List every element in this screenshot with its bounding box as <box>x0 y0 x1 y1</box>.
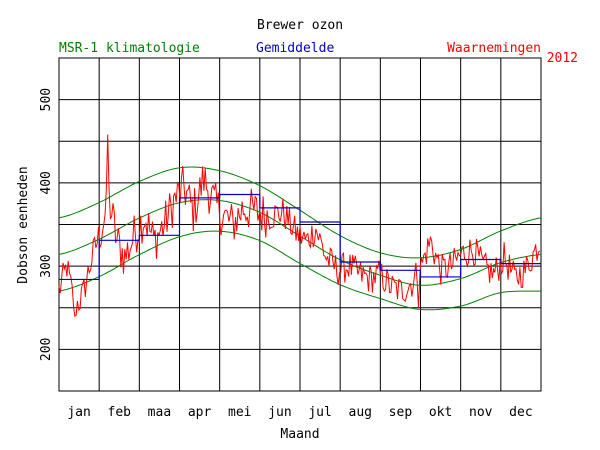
x-tick-label-dec: dec <box>509 405 532 420</box>
x-tick-label-maa: maa <box>148 405 171 420</box>
y-axis-label: Dobson eenheden <box>16 166 31 283</box>
monthly-mean-steps <box>59 193 541 281</box>
x-tick-label-jan: jan <box>67 405 90 420</box>
x-tick-label-apr: apr <box>188 405 212 420</box>
x-tick-label-mei: mei <box>228 405 251 420</box>
x-tick-label-nov: nov <box>469 405 493 420</box>
x-axis-label: Maand <box>280 427 319 442</box>
x-tick-label-jun: jun <box>268 405 291 420</box>
observation-series <box>58 134 541 317</box>
x-tick-labels: jan feb maa apr mei jun jul aug sep okt nov dec <box>67 405 532 420</box>
chart-grid <box>58 57 542 392</box>
chart-title: Brewer ozon <box>257 18 343 33</box>
y-tick-label: 300 <box>39 254 54 277</box>
legend-climatology: MSR-1 klimatologie <box>59 41 200 56</box>
x-tick-label-jul: jul <box>308 405 331 420</box>
x-tick-label-okt: okt <box>429 405 452 420</box>
y-tick-label: 400 <box>39 171 54 194</box>
legend-year: 2012 <box>547 51 578 66</box>
climatology-lower-line <box>58 230 541 311</box>
x-tick-label-feb: feb <box>108 405 132 420</box>
x-tick-label-sep: sep <box>389 405 413 420</box>
y-tick-label: 500 <box>39 88 54 111</box>
climatology-mean-line <box>58 199 542 286</box>
y-tick-label: 200 <box>39 338 54 361</box>
y-tick-labels: 200 300 400 500 <box>39 88 54 361</box>
observation-line <box>58 134 541 317</box>
x-tick-label-aug: aug <box>349 405 372 420</box>
legend-observations: Waarnemingen <box>447 41 541 56</box>
legend-monthly-mean: Gemiddelde <box>256 41 334 56</box>
